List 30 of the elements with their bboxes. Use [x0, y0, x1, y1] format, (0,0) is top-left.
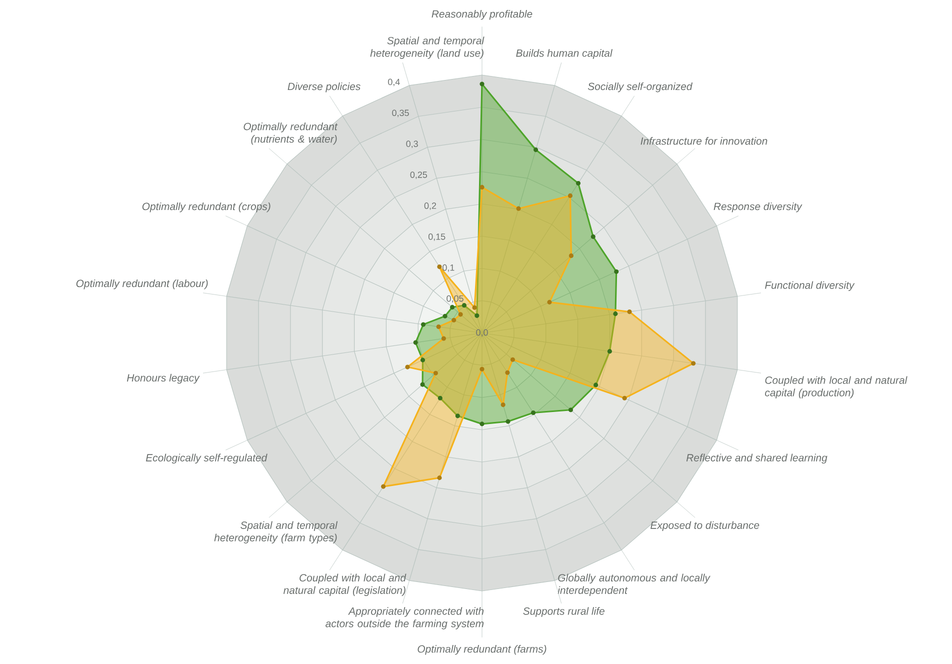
- y-tick-label: 0,35: [392, 110, 409, 118]
- spoke-label: Spatial and temporal heterogeneity (land use): [370, 36, 484, 59]
- spoke-label: Response diversity: [714, 202, 802, 212]
- y-tick-label: 0,15: [428, 233, 446, 241]
- spoke-label: Builds human capital: [516, 49, 613, 59]
- spoke-label: Infrastructure for innovation: [640, 137, 768, 145]
- spoke-label: Exposed to disturbance: [650, 521, 760, 532]
- spoke-label: Optimally redundant (crops): [142, 202, 270, 212]
- spoke-label: Functional diversity: [765, 281, 855, 291]
- spoke-label: Coupled with local and natural capital (production): [765, 376, 908, 398]
- spoke-label: Globally autonomous and locally interdependent: [558, 574, 710, 596]
- y-tick-label: 0,3: [406, 140, 418, 148]
- y-tick-label: 0,1: [442, 264, 454, 272]
- spoke-label: Reasonably profitable: [432, 10, 532, 20]
- spoke-label: Appropriately connected with actors outside the farming system: [326, 607, 484, 630]
- y-tick-label: 0,4: [388, 78, 400, 86]
- y-tick-label: 0,0: [476, 329, 488, 337]
- y-tick-label: 0,2: [424, 202, 436, 210]
- spoke-label: Spatial and temporal heterogeneity (farm types): [214, 521, 338, 544]
- spoke-label: Ecologically self-regulated: [146, 454, 268, 464]
- spoke-label: Optimally redundant (labour): [76, 279, 208, 290]
- spoke-label: Honours legacy: [126, 374, 200, 384]
- spoke-label: Optimally redundant (farms): [418, 644, 546, 655]
- spoke-label: Supports rural life: [523, 607, 604, 617]
- spoke-label: Reflective and shared learning: [686, 454, 828, 464]
- y-tick-label: 0,25: [410, 172, 428, 179]
- spoke-label: Diverse policies: [288, 82, 360, 92]
- spoke-label: Coupled with local and natural capital (legislation): [284, 574, 406, 596]
- spoke-label: Socially self-organized: [588, 82, 693, 92]
- spoke-label: Optimally redundant (nutrients & water): [244, 122, 338, 145]
